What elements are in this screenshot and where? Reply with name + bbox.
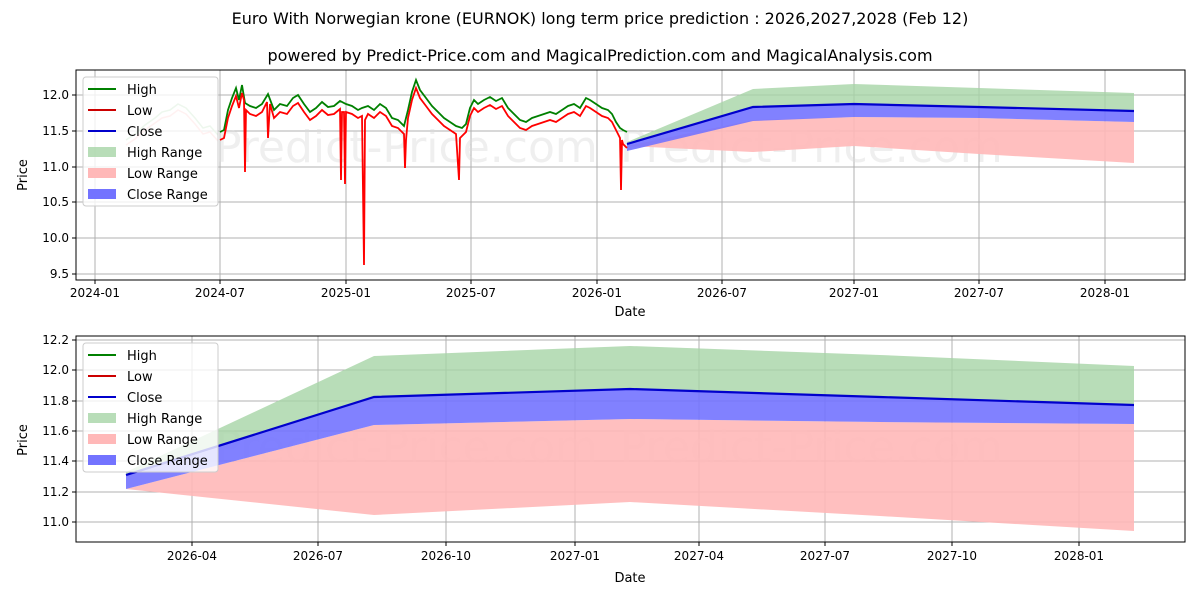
legend-close-range-swatch <box>88 455 116 465</box>
top-y-axis-label: Price <box>16 159 31 191</box>
bottom-low-range-area <box>126 419 1134 531</box>
legend-label: High <box>127 349 157 364</box>
x-tick-label: 2026-10 <box>421 549 471 563</box>
y-tick-label: 11.4 <box>42 454 69 468</box>
chart-title: Euro With Norwegian krone (EURNOK) long … <box>231 9 969 28</box>
x-tick-label: 2026-04 <box>167 549 217 563</box>
legend-label: Low Range <box>127 433 198 448</box>
y-tick-label: 12.2 <box>42 333 69 347</box>
legend-label: High <box>127 83 157 98</box>
y-tick-label: 11.5 <box>42 124 69 138</box>
y-tick-label: 9.5 <box>50 267 69 281</box>
y-tick-label: 10.5 <box>42 195 69 209</box>
bottom-y-ticks <box>72 339 76 523</box>
x-tick-label: 2027-07 <box>800 549 850 563</box>
x-tick-label: 2028-01 <box>1054 549 1104 563</box>
top-y-tick-labels: 12.0 11.5 11.0 10.5 10.0 9.5 <box>42 88 69 281</box>
legend-label: Low Range <box>127 167 198 182</box>
bottom-axes-frame <box>75 335 1186 543</box>
legend-label: Low <box>127 370 153 385</box>
top-legend: High Low Close High Range Low Range Clos… <box>82 76 219 207</box>
x-tick-label: 2027-07 <box>954 286 1004 300</box>
x-tick-label: 2027-10 <box>927 549 977 563</box>
top-high-range-area <box>627 84 1134 144</box>
legend-label: Close Range <box>127 188 208 203</box>
y-tick-label: 11.8 <box>42 394 69 408</box>
bottom-legend: High Low Close High Range Low Range Clos… <box>82 342 219 473</box>
x-tick-label: 2027-04 <box>674 549 724 563</box>
top-high-line <box>219 77 628 133</box>
top-close-range-area <box>627 104 1134 151</box>
top-x-axis-label: Date <box>614 305 645 320</box>
bottom-high-range-area <box>126 346 1134 475</box>
legend-label: Close <box>127 125 162 140</box>
bottom-y-tick-labels: 12.2 12.0 11.8 11.6 11.4 11.2 11.0 <box>42 333 69 529</box>
legend-low-range-swatch <box>88 434 116 444</box>
chart-subtitle: powered by Predict-Price.com and Magical… <box>267 46 933 65</box>
legend-label: Low <box>127 104 153 119</box>
y-tick-label: 12.0 <box>42 88 69 102</box>
bottom-chart: Predict-Price.com Predict-Price.com 12.2… <box>16 333 1186 586</box>
bottom-y-axis-label: Price <box>16 424 31 456</box>
x-tick-label: 2025-01 <box>321 286 371 300</box>
legend-label: High Range <box>127 146 202 161</box>
x-tick-label: 2028-01 <box>1080 286 1130 300</box>
x-tick-label: 2026-01 <box>572 286 622 300</box>
bottom-x-tick-labels: 2026-04 2026-07 2026-10 2027-01 2027-04 … <box>167 549 1104 563</box>
x-tick-label: 2024-01 <box>70 286 120 300</box>
legend-high-range-swatch <box>88 147 116 157</box>
y-tick-label: 11.0 <box>42 160 69 174</box>
bottom-close-line <box>125 387 1135 477</box>
top-x-tick-labels: 2024-01 2024-07 2025-01 2025-07 2026-01 … <box>70 286 1130 300</box>
top-grid <box>76 70 1185 280</box>
x-tick-label: 2026-07 <box>697 286 747 300</box>
x-tick-label: 2027-01 <box>829 286 879 300</box>
y-tick-label: 11.2 <box>42 485 69 499</box>
bottom-x-ticks <box>191 542 1080 546</box>
top-close-line <box>626 102 1135 146</box>
x-tick-label: 2024-07 <box>195 286 245 300</box>
legend-label: Close <box>127 391 162 406</box>
bottom-x-axis-label: Date <box>614 571 645 586</box>
bottom-close-range-area <box>126 389 1134 489</box>
x-tick-label: 2027-01 <box>550 549 600 563</box>
x-tick-label: 2025-07 <box>446 286 496 300</box>
top-x-ticks <box>94 280 1106 284</box>
top-low-range-area <box>627 117 1134 163</box>
y-tick-label: 11.0 <box>42 515 69 529</box>
top-y-ticks <box>72 94 76 275</box>
legend-close-range-swatch <box>88 189 116 199</box>
x-tick-label: 2026-07 <box>293 549 343 563</box>
legend-high-range-swatch <box>88 413 116 423</box>
legend-label: Close Range <box>127 454 208 469</box>
y-tick-label: 12.0 <box>42 363 69 377</box>
y-tick-label: 10.0 <box>42 231 69 245</box>
legend-low-range-swatch <box>88 168 116 178</box>
top-low-line <box>219 85 628 266</box>
legend-label: High Range <box>127 412 202 427</box>
top-chart: Predict-Price.com Predict-Price.com 12.0… <box>16 69 1186 320</box>
top-axes-frame <box>75 69 1186 281</box>
y-tick-label: 11.6 <box>42 424 69 438</box>
